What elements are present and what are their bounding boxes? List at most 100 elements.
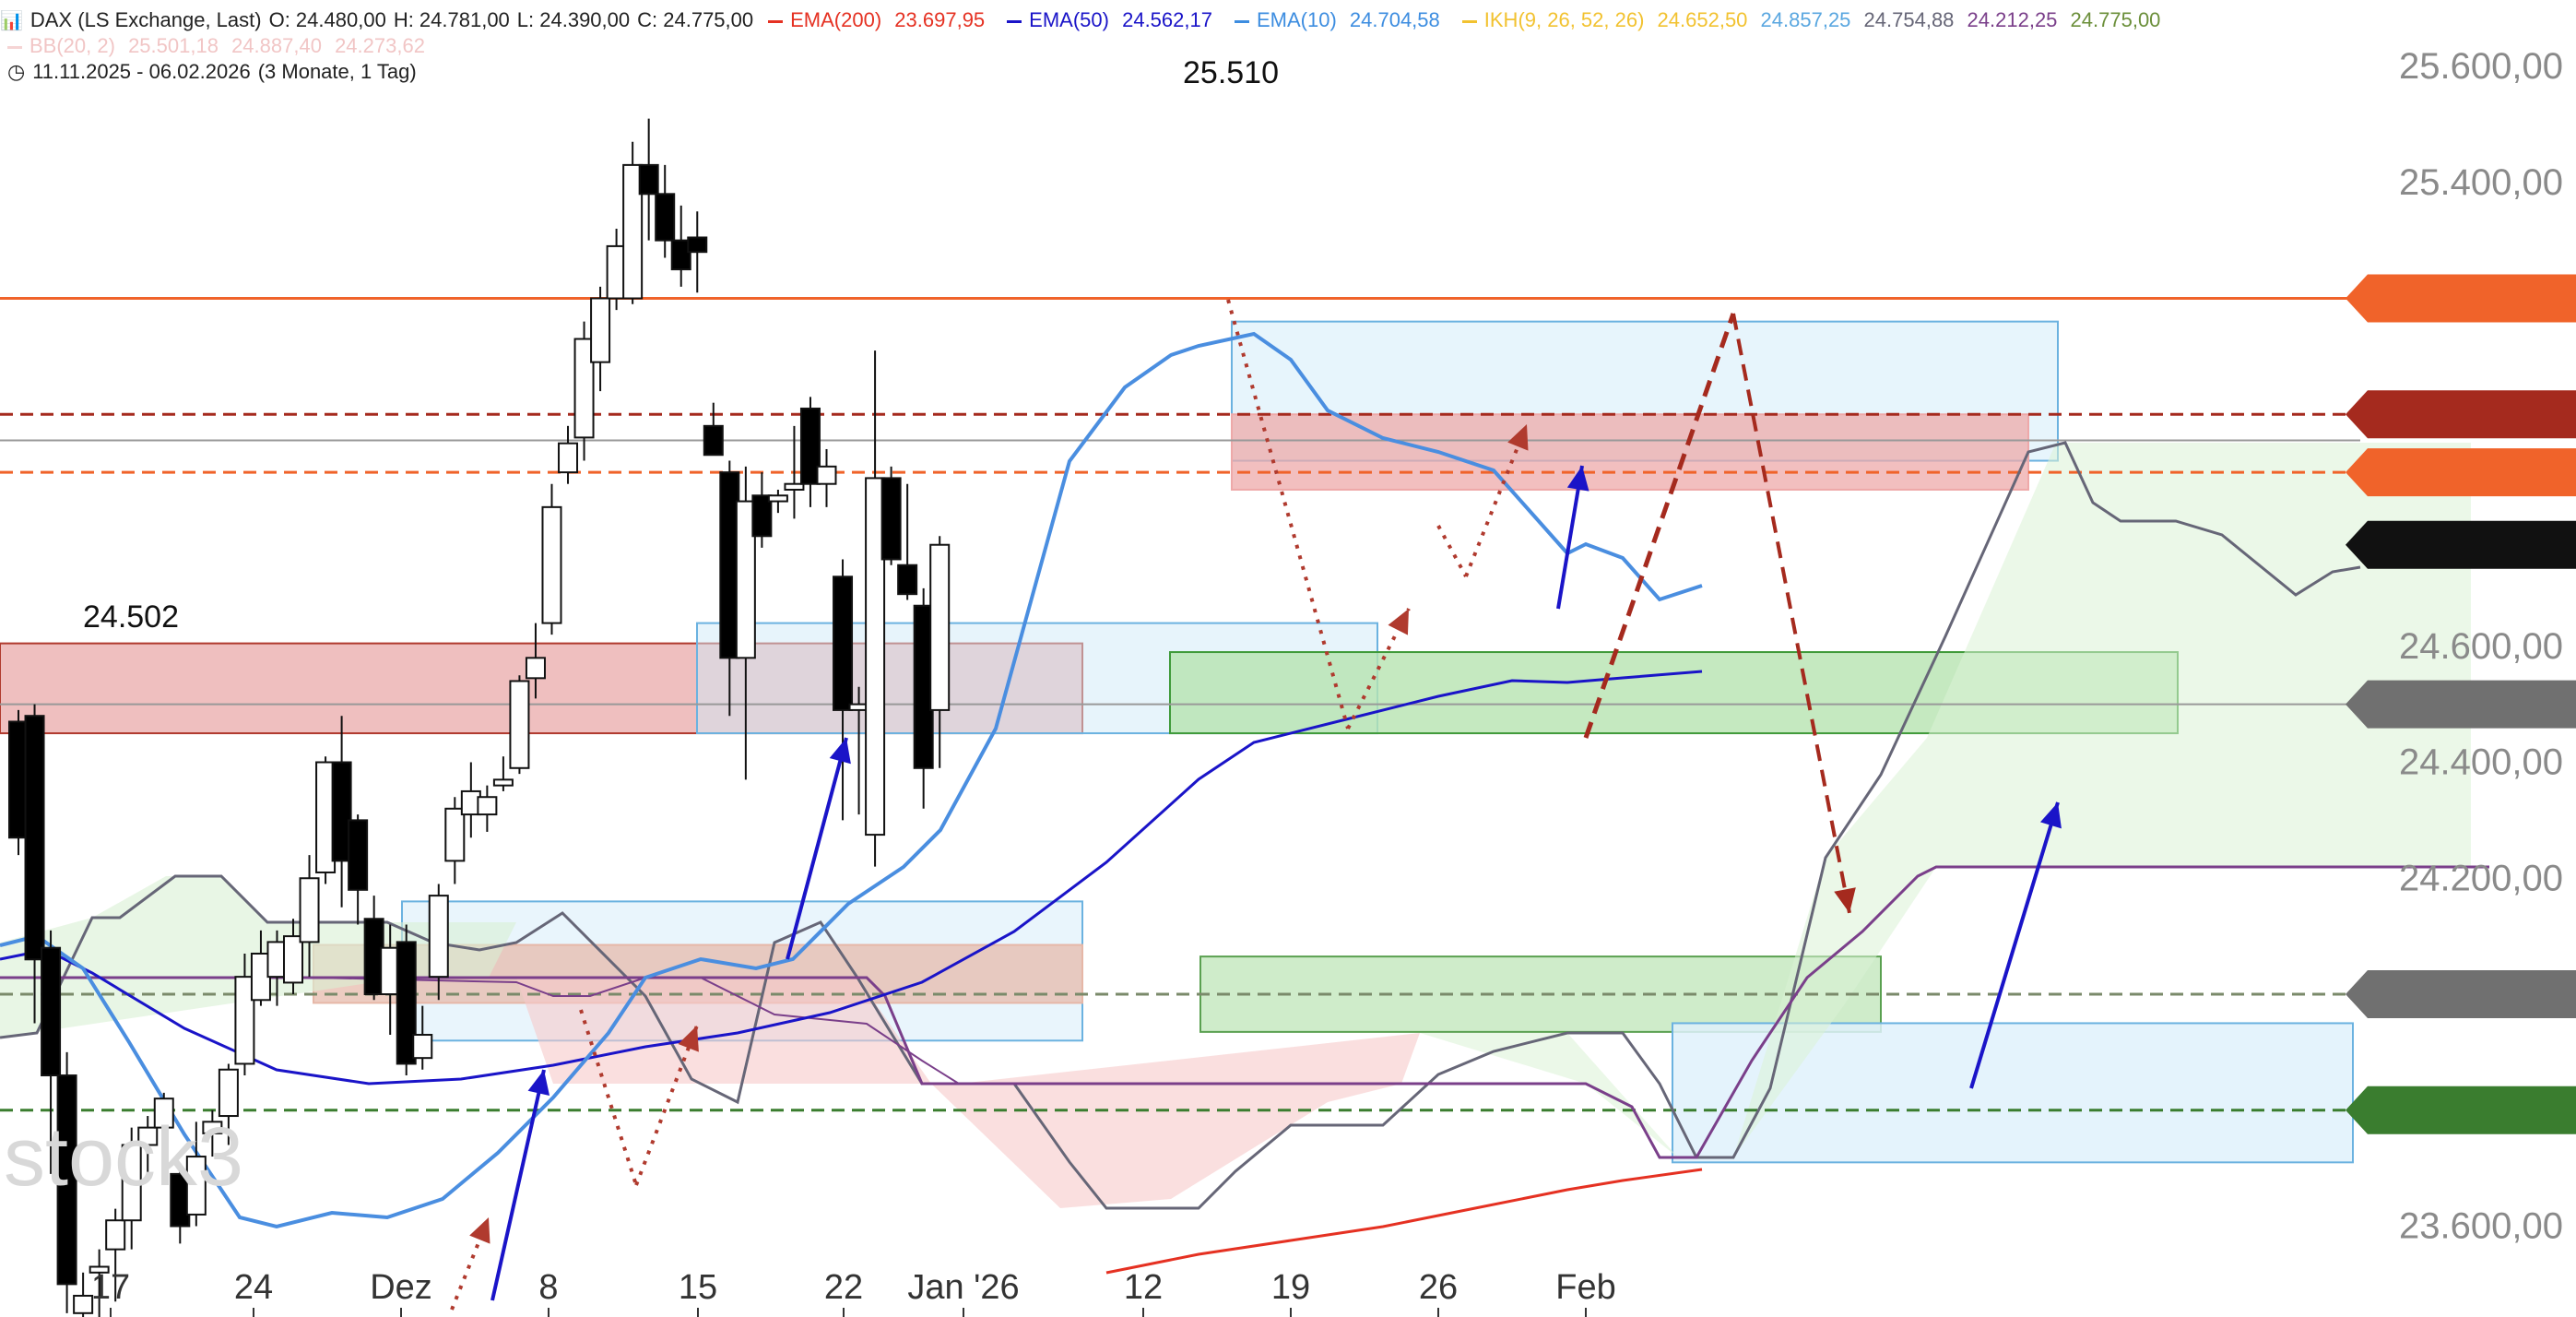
arrow-blue-4-head	[2039, 802, 2062, 829]
ichimoku-span-b	[0, 441, 2361, 1210]
candle-body	[590, 297, 611, 363]
indicator-lines-layer	[0, 331, 2489, 1275]
x-axis-tick-label: 26	[1419, 1268, 1458, 1307]
y-axis-tick: 24.600,00	[2399, 626, 2563, 667]
candle-body	[89, 1265, 110, 1274]
resistance-zone-right	[1231, 413, 2029, 491]
x-axis-tick-label: 17	[91, 1268, 130, 1307]
candle-body	[283, 935, 304, 984]
candle-body	[218, 1068, 239, 1118]
y-axis-tick: 25.400,00	[2399, 162, 2563, 203]
candle-body	[573, 338, 595, 439]
ema50-line	[0, 670, 1703, 1086]
x-axis-tick-label: 24	[234, 1268, 273, 1307]
arrow-blue-3	[1556, 465, 1584, 610]
symbol-label: DAX (LS Exchange, Last)	[30, 8, 262, 31]
candle-body	[477, 796, 498, 816]
cloud-red-mid	[516, 978, 1420, 1208]
candle-body	[412, 1034, 433, 1060]
candle-body	[638, 163, 659, 196]
candle-body	[348, 819, 369, 891]
candle-body	[234, 976, 255, 1065]
x-axis-tick-label: Dez	[370, 1268, 432, 1307]
candle-body	[670, 239, 691, 271]
price-badge	[2346, 520, 2576, 569]
price-badge	[2346, 970, 2576, 1018]
candle-body	[444, 807, 466, 862]
candle-body	[41, 946, 62, 1077]
annotation-arrows-layer	[450, 299, 2062, 1311]
candle-body	[622, 163, 644, 300]
candle-body	[833, 575, 854, 711]
candle-body	[816, 465, 837, 485]
red-dotted-down-3	[1436, 525, 1468, 577]
candle-body	[799, 407, 821, 485]
y-axis-tick: 24.400,00	[2399, 742, 2563, 783]
candles-layer	[8, 118, 951, 1317]
y-axis-tick: 24.200,00	[2399, 858, 2563, 898]
period-note: (3 Monate, 1 Tag)	[257, 60, 417, 83]
chart-legend: 📊 DAX (LS Exchange, Last) O: 24.480,00 H…	[0, 7, 2175, 85]
x-axis-tick-label: 8	[538, 1268, 558, 1307]
arrow-blue-1-head	[527, 1070, 550, 1096]
candle-body	[703, 424, 724, 457]
candle-body	[558, 442, 579, 474]
arrow-red-dotted-4-head	[1507, 424, 1529, 451]
ichimoku-span-a	[0, 865, 2489, 1159]
high-price-label: 25.510	[1183, 55, 1279, 90]
candle-body	[897, 564, 918, 596]
arrow-red-dashed-down-head	[1834, 887, 1856, 913]
arrow-red-dotted-2-head	[678, 1026, 699, 1052]
legend-row-main: 📊 DAX (LS Exchange, Last) O: 24.480,00 H…	[0, 7, 2175, 33]
y-axis-tick: 23.600,00	[2399, 1206, 2563, 1247]
candle-body	[428, 895, 449, 979]
open-value: O: 24.480,00	[268, 8, 386, 31]
x-axis-tick-label: 12	[1124, 1268, 1163, 1307]
legend-ema10: EMA(10) 24.704,58	[1227, 8, 1448, 32]
candle-body	[396, 941, 417, 1065]
left-level-label: 24.502	[83, 599, 179, 635]
arrow-red-dotted-3-head	[1388, 609, 1409, 635]
period-range: 11.11.2025 - 06.02.2026	[32, 60, 251, 83]
candle-body	[105, 1219, 126, 1251]
chart-type-icon: 📊	[0, 10, 23, 31]
candle-body	[121, 1144, 142, 1222]
arrow-blue-1	[490, 1069, 546, 1301]
candle-body	[331, 761, 352, 862]
legend-ema50: EMA(50) 24.562,17	[999, 8, 1220, 32]
candle-body	[767, 494, 788, 503]
candle-body	[56, 1074, 77, 1286]
legend-bb: BB(20, 2) 25.501,18 24.887,40 24.273,62	[0, 34, 432, 58]
price-badge	[2346, 680, 2576, 729]
legend-row-bb: BB(20, 2) 25.501,18 24.887,40 24.273,62	[0, 33, 2175, 59]
cloud-green-right	[1420, 443, 2471, 1157]
arrow-blue-3-head	[1566, 466, 1589, 492]
arrow-blue-2-head	[829, 738, 851, 765]
price-badge	[2346, 390, 2576, 439]
x-axis-tick-label: 22	[824, 1268, 863, 1307]
candle-body	[784, 482, 805, 491]
high-value: H: 24.781,00	[393, 8, 510, 31]
candle-body	[655, 193, 676, 242]
ema10-line	[0, 331, 1703, 1229]
legend-ema200: EMA(200) 23.697,95	[761, 8, 992, 32]
candle-body	[541, 505, 562, 624]
clock-icon: ◷	[7, 60, 26, 83]
candle-body	[509, 680, 530, 769]
candle-body	[751, 494, 773, 538]
arrow-red-dotted-1-head	[469, 1217, 490, 1244]
red-dotted-down-1	[579, 1009, 638, 1186]
arrow-blue-4	[1969, 801, 2060, 1089]
red-dotted-down-2	[1226, 299, 1350, 730]
low-value: L: 24.390,00	[516, 8, 631, 31]
candle-body	[24, 715, 45, 961]
red-dashed-up	[1583, 313, 1736, 739]
axis-layer	[110, 274, 2576, 1317]
candle-body	[299, 877, 320, 943]
candle-body	[880, 477, 902, 561]
candle-body	[929, 543, 951, 711]
price-badge	[2346, 1086, 2576, 1134]
x-axis-tick-label: Feb	[1555, 1268, 1615, 1307]
candle-body	[525, 657, 546, 680]
